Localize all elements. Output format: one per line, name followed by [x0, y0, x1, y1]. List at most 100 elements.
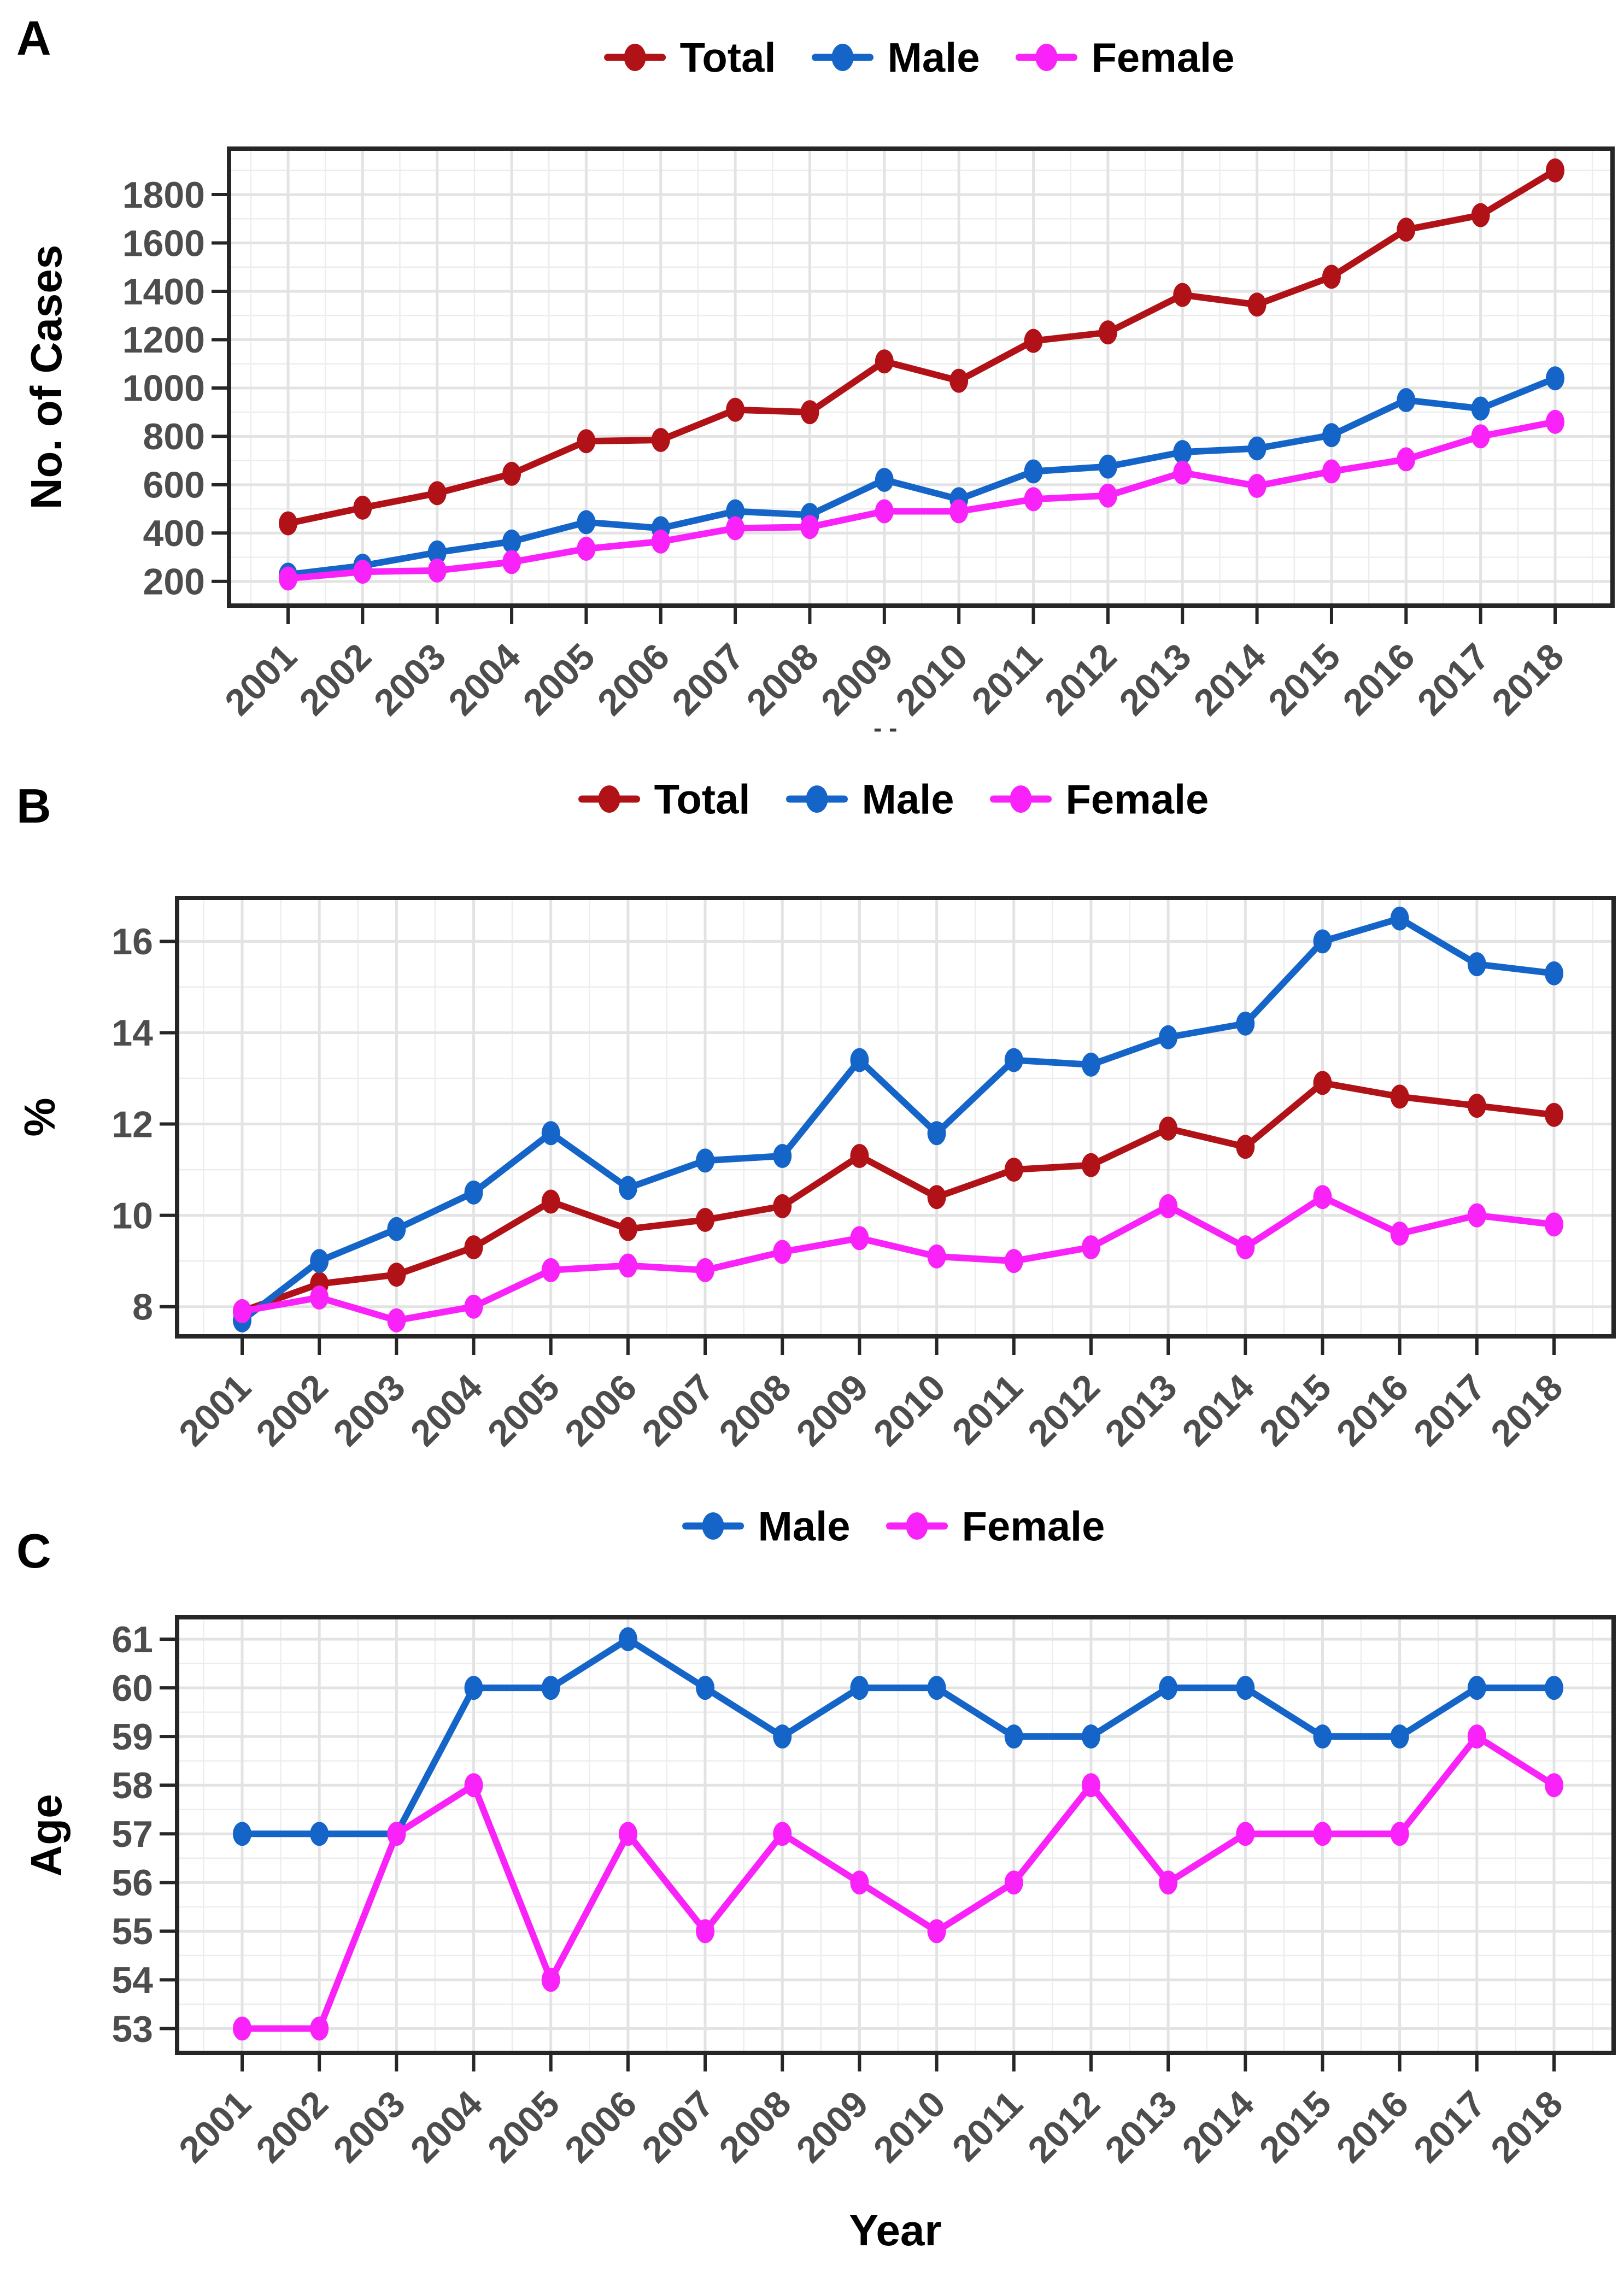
data-point [541, 1968, 560, 1992]
data-point [1313, 929, 1332, 954]
x-tick-label: 2004 [441, 636, 529, 724]
y-tick-label: 55 [112, 1911, 153, 1952]
x-tick-label: 2011 [944, 1366, 1030, 1453]
data-point [800, 400, 819, 425]
series-female [233, 1724, 1563, 2041]
legend-B: Total Male Female [578, 777, 1209, 823]
data-point [1173, 283, 1192, 307]
data-point [927, 1244, 946, 1269]
series-line [285, 375, 1558, 578]
data-point [850, 1048, 869, 1072]
charts-layer: 2001200220032004200520062007200820092010… [112, 146, 1616, 2171]
legend-label: Female [962, 1504, 1105, 1550]
data-point [279, 566, 297, 591]
data-point [850, 1226, 869, 1251]
x-tick-label: 2013 [1111, 636, 1199, 724]
data-point [387, 1308, 406, 1333]
data-point [1247, 436, 1267, 461]
data-point [1159, 1116, 1178, 1141]
x-tick-label: 2014 [1186, 636, 1274, 724]
x-tick-label: 2006 [557, 2083, 645, 2171]
x-tick-label: 2016 [1329, 2083, 1417, 2171]
x-tick-label: 2001 [171, 2083, 259, 2171]
data-point [1545, 1773, 1563, 1798]
data-point [1247, 292, 1267, 317]
data-point [1004, 1048, 1023, 1072]
data-point [1313, 1724, 1332, 1749]
y-tick-label: 56 [112, 1862, 153, 1904]
data-point [427, 558, 447, 583]
data-point [1159, 1676, 1178, 1700]
data-point [1081, 1235, 1100, 1260]
legend-item-total: Total [604, 35, 776, 81]
data-point [502, 461, 521, 486]
legend-key-point [702, 1512, 724, 1540]
legend-label: Female [1065, 777, 1209, 823]
y-tick-label: 12 [112, 1104, 153, 1145]
data-point [1313, 1822, 1332, 1846]
x-axis-title-year: Year [849, 2206, 941, 2255]
y-tick-label: 200 [143, 561, 205, 603]
panel-A: 2001200220032004200520062007200820092010… [122, 146, 1615, 724]
data-point [1471, 396, 1490, 421]
data-point [1313, 1185, 1332, 1210]
data-point [1159, 1870, 1178, 1895]
x-tick-label: 2009 [788, 2083, 876, 2171]
x-tick-label: 2010 [888, 636, 976, 724]
x-tick-label: 2012 [1037, 636, 1125, 724]
y-tick-label: 53 [112, 2008, 153, 2050]
data-point [875, 499, 894, 524]
data-point [773, 1194, 792, 1218]
data-point [1390, 1222, 1409, 1246]
data-point [773, 1144, 792, 1169]
gridlines-major [229, 149, 1613, 606]
data-point [1390, 906, 1409, 931]
data-point [1471, 203, 1490, 227]
data-point [618, 1253, 637, 1278]
data-point [1322, 423, 1341, 448]
series-female [233, 1185, 1563, 1333]
x-tick-label: 2002 [248, 1366, 336, 1454]
data-point [1236, 1822, 1255, 1846]
data-point [1397, 388, 1416, 413]
y-tick-label: 57 [112, 1813, 153, 1855]
data-point [773, 1822, 792, 1846]
data-point [1397, 447, 1416, 472]
data-point [696, 1919, 715, 1944]
data-point [577, 429, 596, 454]
y-tick-label: 14 [112, 1012, 153, 1054]
panel-label-a: A [16, 11, 51, 65]
legends-layer: Total Male Female Total Male Female Male Female [578, 35, 1234, 1550]
data-point [726, 516, 745, 541]
series-line [239, 1636, 1557, 1838]
legend-item-male: Male [786, 777, 954, 823]
data-point [464, 1294, 483, 1319]
x-tick-label: 2015 [1251, 2083, 1339, 2171]
data-point [1004, 1158, 1023, 1182]
legend-key-point [906, 1512, 928, 1540]
data-point [310, 1822, 329, 1846]
legend-key-point [598, 785, 620, 813]
axis-ticks [160, 1637, 1556, 2071]
data-point [800, 515, 819, 539]
x-tick-label: 2012 [1020, 1366, 1108, 1454]
legend-label: Total [680, 35, 776, 81]
data-point [1081, 1724, 1100, 1749]
x-tick-label: 2003 [325, 1366, 413, 1454]
data-point [1081, 1153, 1100, 1177]
data-point [875, 349, 894, 374]
data-point [387, 1217, 406, 1241]
x-tick-label: 2013 [1097, 1366, 1185, 1454]
data-point [310, 1285, 329, 1310]
x-tick-label: 2006 [590, 636, 678, 724]
data-point [427, 540, 447, 565]
axis-ticks [160, 940, 1556, 1355]
data-point [618, 1627, 637, 1652]
data-point [1467, 1094, 1486, 1118]
y-tick-label: 8 [132, 1286, 153, 1328]
legend-item-female: Female [1015, 35, 1234, 81]
data-point [464, 1180, 483, 1205]
data-point [1236, 1011, 1255, 1036]
data-point [618, 1217, 637, 1241]
x-tick-label: 2009 [813, 636, 901, 724]
